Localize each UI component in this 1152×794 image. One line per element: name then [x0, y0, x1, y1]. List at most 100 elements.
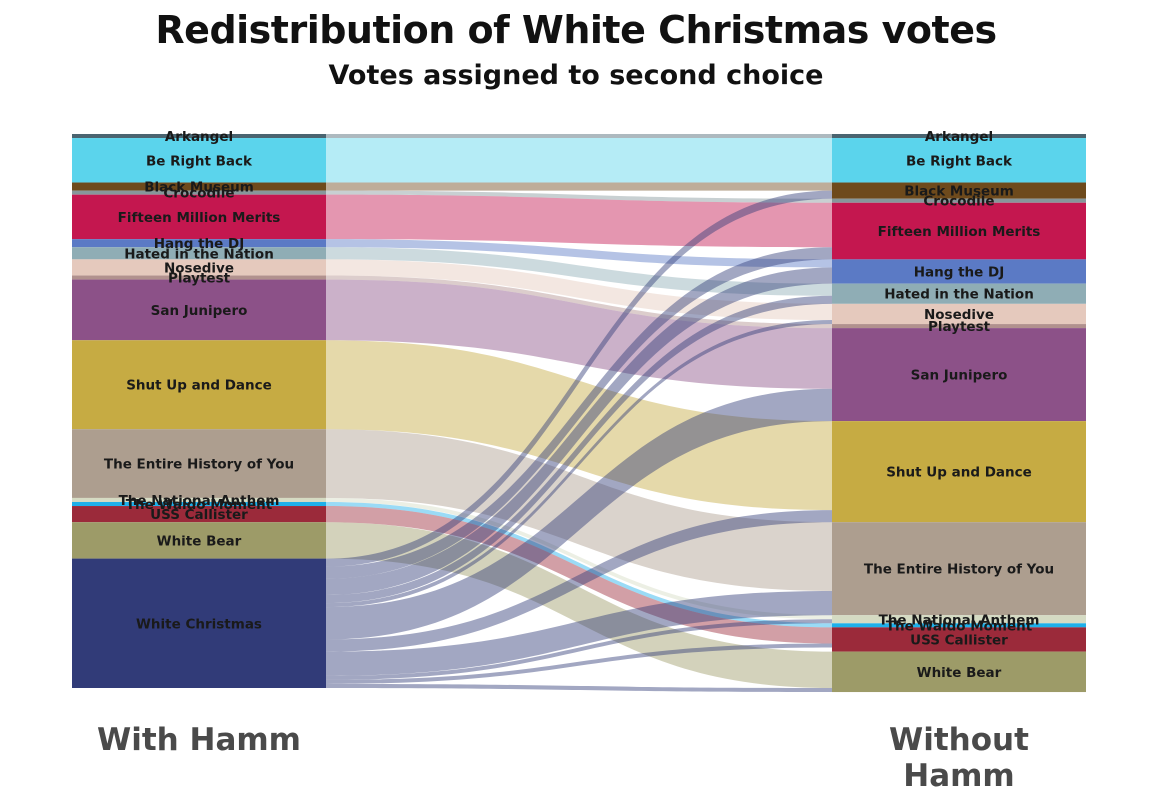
node-left-arkangel — [72, 134, 326, 139]
node-label-right-black-museum: Black Museum — [904, 184, 1014, 200]
flow-the-waldo-moment — [326, 501, 832, 628]
node-label-right-playtest: Playtest — [928, 319, 991, 335]
node-label-left-arkangel: Arkangel — [165, 129, 233, 145]
flow-shut-up-and-dance — [326, 340, 832, 511]
flow-arkangel — [326, 134, 832, 139]
node-left-san-junipero — [72, 279, 326, 341]
node-label-right-shut-up-and-dance: Shut Up and Dance — [886, 465, 1032, 481]
flow-redistributed-fifteen-million-merits — [326, 247, 832, 579]
node-left-crocodile — [72, 190, 326, 195]
node-right-fifteen-million-merits — [832, 202, 1086, 260]
node-right-black-museum — [832, 182, 1086, 199]
node-label-right-fifteen-million-merits: Fifteen Million Merits — [878, 224, 1041, 240]
node-label-left-nosedive: Nosedive — [164, 260, 234, 276]
node-right-playtest — [832, 324, 1086, 329]
flow-san-junipero — [326, 279, 832, 389]
node-label-left-playtest: Playtest — [168, 271, 231, 287]
node-left-white-christmas — [72, 558, 326, 688]
chart-subtitle: Votes assigned to second choice — [328, 60, 824, 91]
node-label-left-the-entire-history-of-you: The Entire History of You — [104, 457, 294, 473]
node-label-right-the-entire-history-of-you: The Entire History of You — [864, 562, 1054, 578]
node-label-right-be-right-back: Be Right Back — [906, 153, 1013, 169]
node-left-be-right-back — [72, 138, 326, 183]
flow-hang-the-dj — [326, 239, 832, 268]
node-left-white-bear — [72, 522, 326, 559]
node-right-nosedive — [832, 303, 1086, 325]
chart-title: Redistribution of White Christmas votes — [155, 8, 997, 52]
node-right-be-right-back — [832, 138, 1086, 183]
flow-nosedive — [326, 259, 832, 321]
flow-playtest — [326, 275, 832, 329]
node-label-right-the-waldo-moment: The Waldo Moment — [886, 618, 1033, 634]
node-label-left-uss-callister: USS Callister — [150, 507, 248, 523]
node-label-left-crocodile: Crocodile — [163, 186, 234, 202]
flow-redistributed-uss-callister — [326, 643, 832, 684]
flow-redistributed-san-junipero — [326, 388, 832, 640]
node-right-uss-callister — [832, 627, 1086, 652]
node-left-hated-in-the-nation — [72, 247, 326, 260]
node-left-uss-callister — [72, 506, 326, 523]
flow-be-right-back — [326, 138, 832, 183]
node-right-the-national-anthem — [832, 615, 1086, 624]
flow-black-museum — [326, 182, 832, 191]
node-label-right-white-bear: White Bear — [917, 665, 1002, 681]
node-label-left-shut-up-and-dance: Shut Up and Dance — [126, 378, 272, 394]
node-label-left-white-christmas: White Christmas — [136, 616, 262, 632]
node-left-shut-up-and-dance — [72, 340, 326, 430]
flow-the-entire-history-of-you — [326, 429, 832, 591]
flow-redistributed-black-museum — [326, 190, 832, 567]
node-label-right-uss-callister: USS Callister — [910, 632, 1008, 648]
node-right-san-junipero — [832, 328, 1086, 422]
node-right-hated-in-the-nation — [832, 283, 1086, 304]
node-left-fifteen-million-merits — [72, 194, 326, 240]
node-left-nosedive — [72, 259, 326, 276]
node-left-hang-the-dj — [72, 239, 326, 248]
node-label-right-crocodile: Crocodile — [923, 194, 994, 210]
node-label-right-the-national-anthem: The National Anthem — [879, 612, 1040, 628]
node-label-left-hang-the-dj: Hang the DJ — [154, 236, 245, 252]
node-label-left-black-museum: Black Museum — [144, 180, 254, 196]
flow-redistributed-hated-in-the-nation — [326, 295, 832, 604]
flow-uss-callister — [326, 506, 832, 644]
flow-white-bear — [326, 522, 832, 688]
flow-hated-in-the-nation — [326, 247, 832, 296]
node-label-right-arkangel: Arkangel — [925, 129, 993, 145]
node-label-left-fifteen-million-merits: Fifteen Million Merits — [118, 210, 281, 226]
node-left-the-entire-history-of-you — [72, 429, 326, 498]
flow-layer — [326, 134, 832, 693]
node-right-crocodile — [832, 198, 1086, 203]
node-label-left-the-waldo-moment: The Waldo Moment — [126, 497, 273, 513]
node-right-hang-the-dj — [832, 259, 1086, 284]
node-left-playtest — [72, 275, 326, 280]
node-label-right-hated-in-the-nation: Hated in the Nation — [884, 287, 1034, 303]
flow-redistributed-the-national-anthem — [326, 619, 832, 680]
node-label-left-hated-in-the-nation: Hated in the Nation — [124, 246, 274, 262]
node-label-left-white-bear: White Bear — [157, 533, 242, 549]
node-left-the-waldo-moment — [72, 501, 326, 507]
node-right-the-entire-history-of-you — [832, 522, 1086, 616]
flow-redistributed-white-bear — [326, 683, 832, 693]
node-layer — [72, 134, 1086, 693]
node-label-right-hang-the-dj: Hang the DJ — [914, 264, 1005, 280]
flow-redistributed-the-entire-history-of-you — [326, 590, 832, 676]
node-label-left-san-junipero: San Junipero — [151, 303, 248, 319]
node-right-arkangel — [832, 134, 1086, 139]
node-left-black-museum — [72, 182, 326, 191]
node-right-the-waldo-moment — [832, 623, 1086, 628]
flow-crocodile — [326, 190, 832, 203]
node-label-right-san-junipero: San Junipero — [911, 368, 1008, 384]
flow-the-national-anthem — [326, 497, 832, 620]
node-label-right-nosedive: Nosedive — [924, 307, 994, 323]
node-label-left-the-national-anthem: The National Anthem — [119, 493, 280, 509]
node-right-shut-up-and-dance — [832, 421, 1086, 523]
flow-redistributed-nosedive — [326, 320, 832, 608]
flow-redistributed-hang-the-dj — [326, 267, 832, 595]
axis-label-left: With Hamm — [97, 722, 301, 758]
node-left-the-national-anthem — [72, 497, 326, 502]
axis-label-right: Without Hamm — [889, 722, 1029, 794]
node-right-white-bear — [832, 651, 1086, 693]
node-label-left-be-right-back: Be Right Back — [146, 153, 253, 169]
flow-redistributed-shut-up-and-dance — [326, 510, 832, 652]
